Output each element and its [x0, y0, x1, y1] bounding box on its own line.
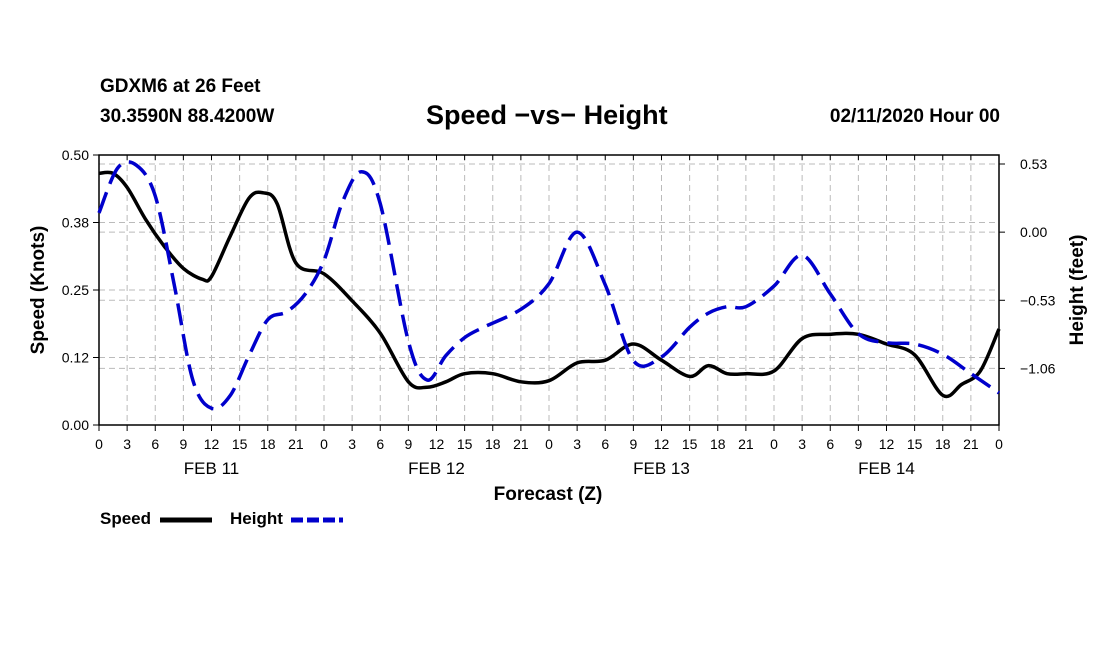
- right-y-tick-label: −0.53: [1020, 292, 1056, 308]
- x-tick-label: 15: [907, 436, 923, 452]
- x-tick-label: 6: [826, 436, 834, 452]
- x-tick-label: 18: [485, 436, 501, 452]
- x-tick-label: 18: [935, 436, 951, 452]
- right-axis-title: Height (feet): [1067, 235, 1088, 346]
- grid-lines: [99, 155, 999, 425]
- x-tick-label: 3: [573, 436, 581, 452]
- x-tick-label: 0: [320, 436, 328, 452]
- x-tick-label: 12: [879, 436, 895, 452]
- x-tick-label: 15: [457, 436, 473, 452]
- left-axis-title: Speed (Knots): [28, 226, 49, 355]
- x-tick-label: 21: [513, 436, 529, 452]
- x-tick-label: 0: [995, 436, 1003, 452]
- x-axis-title: Forecast (Z): [494, 484, 603, 505]
- legend-height-label: Height: [230, 509, 283, 528]
- x-tick-label: 0: [95, 436, 103, 452]
- x-tick-label: 3: [798, 436, 806, 452]
- x-tick-label: 6: [376, 436, 384, 452]
- axes: 0 3 6 9 12 15 18 21 0 3 6 9 12 15 18 21 0 3 6 9 12 15 18 21 0 3 6 9…: [62, 147, 1056, 478]
- speed-series-line: [98, 170, 1001, 399]
- x-tick-label: 12: [429, 436, 445, 452]
- x-tick-label: 9: [404, 436, 412, 452]
- x-tick-label: 18: [710, 436, 726, 452]
- chart-title: Speed −vs− Height: [426, 100, 668, 130]
- x-tick-label: 15: [232, 436, 248, 452]
- left-y-tick-label: 0.12: [62, 350, 89, 366]
- right-y-tick-label: 0.00: [1020, 224, 1047, 240]
- x-tick-label: 9: [179, 436, 187, 452]
- x-day-label: FEB 11: [184, 459, 239, 478]
- x-tick-label: 9: [854, 436, 862, 452]
- x-tick-label: 12: [204, 436, 220, 452]
- x-tick-label: 21: [288, 436, 304, 452]
- station-coordinates: 30.3590N 88.4200W: [100, 106, 275, 127]
- forecast-datetime: 02/11/2020 Hour 00: [829, 106, 1000, 127]
- left-y-tick-label: 0.25: [62, 282, 89, 298]
- station-name: GDXM6 at 26 Feet: [100, 76, 261, 97]
- x-tick-label: 12: [654, 436, 670, 452]
- height-series-line: [97, 160, 1001, 411]
- right-y-tick-label: 0.53: [1020, 156, 1047, 172]
- x-tick-label: 9: [629, 436, 637, 452]
- x-tick-label: 18: [260, 436, 276, 452]
- right-y-tick-label: −1.06: [1020, 360, 1056, 376]
- x-tick-label: 15: [682, 436, 698, 452]
- left-y-tick-label: 0.50: [62, 147, 89, 163]
- x-tick-label: 0: [545, 436, 553, 452]
- data-series: [97, 160, 1001, 411]
- x-day-label: FEB 14: [858, 459, 915, 478]
- x-tick-label: 21: [738, 436, 754, 452]
- left-y-tick-label: 0.00: [62, 417, 89, 433]
- legend-speed-label: Speed: [100, 509, 152, 528]
- x-day-label: FEB 12: [408, 459, 465, 478]
- x-tick-label: 3: [348, 436, 356, 452]
- x-tick-label: 6: [601, 436, 609, 452]
- x-tick-label: 6: [151, 436, 159, 452]
- left-y-tick-label: 0.38: [62, 215, 89, 231]
- x-tick-label: 3: [123, 436, 131, 452]
- x-tick-label: 21: [963, 436, 979, 452]
- x-day-label: FEB 13: [633, 459, 690, 478]
- x-tick-label: 0: [770, 436, 778, 452]
